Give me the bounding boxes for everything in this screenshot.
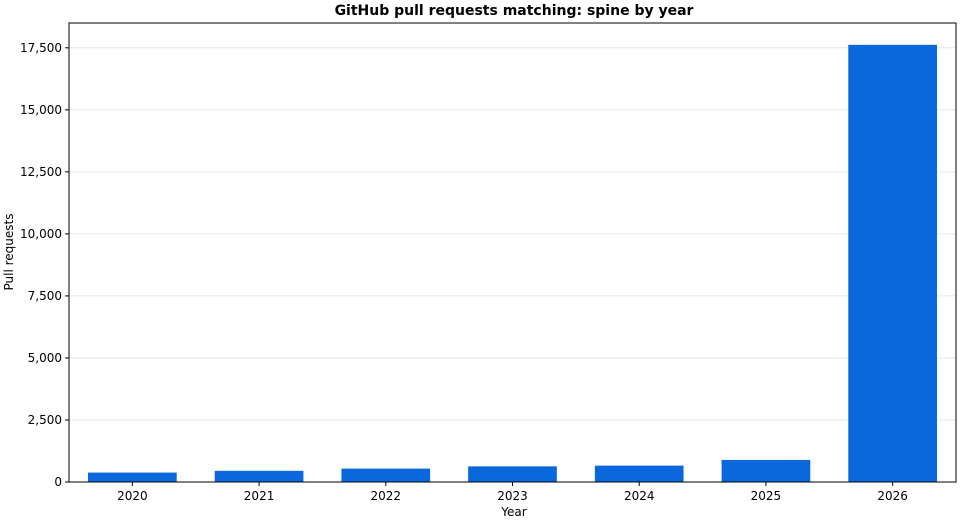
y-tick-label: 0 — [54, 475, 62, 489]
x-tick-label: 2022 — [371, 489, 402, 503]
bar-2020 — [88, 472, 177, 482]
y-tick-label: 10,000 — [20, 227, 62, 241]
y-tick-label: 12,500 — [20, 165, 62, 179]
x-tick-label: 2021 — [244, 489, 275, 503]
bar-2022 — [341, 468, 431, 482]
x-tick-label: 2023 — [497, 489, 528, 503]
bars — [88, 44, 937, 482]
y-tick-label: 15,000 — [20, 103, 62, 117]
y-axis-label: Pull requests — [2, 214, 16, 291]
bar-2023 — [468, 466, 557, 482]
chart-title: GitHub pull requests matching: spine by … — [335, 3, 694, 19]
y-tick-label: 5,000 — [28, 351, 62, 365]
x-tick-label: 2026 — [877, 489, 908, 503]
x-tick-label: 2025 — [751, 489, 782, 503]
plot-area-frame — [68, 22, 957, 483]
grid-lines — [69, 47, 956, 421]
x-tick-label: 2024 — [624, 489, 655, 503]
y-tick-label: 7,500 — [28, 289, 62, 303]
bar-2021 — [214, 470, 304, 482]
bar-2026 — [848, 44, 937, 482]
x-tick-label: 2020 — [117, 489, 148, 503]
x-axis-ticks: 2020 2021 2022 2023 2024 2025 2026 — [117, 482, 908, 503]
y-tick-label: 17,500 — [20, 41, 62, 55]
bar-2024 — [594, 465, 684, 482]
x-axis-label: Year — [500, 505, 526, 519]
bar-2025 — [721, 459, 811, 482]
y-tick-label: 2,500 — [28, 413, 62, 427]
y-axis-ticks: 0 2,500 5,000 7,500 10,000 12,500 15,000 17,500 — [20, 41, 69, 489]
